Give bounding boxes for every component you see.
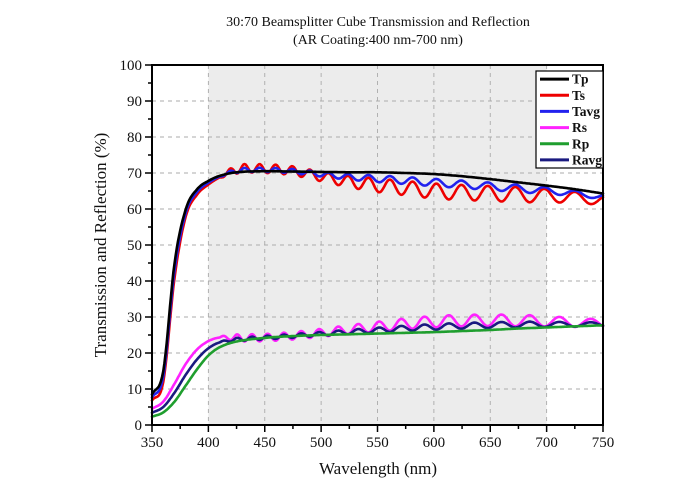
y-tick-label: 50: [127, 238, 142, 254]
x-tick-label: 450: [254, 435, 277, 451]
curve-Tp: [150, 169, 605, 396]
legend-label-Ts: Ts: [572, 88, 585, 103]
y-tick-label: 10: [127, 382, 142, 398]
legend-label-Tp: Tp: [572, 72, 589, 87]
x-tick-label: 400: [197, 435, 220, 451]
legend-item-Tp: Tp: [540, 72, 589, 87]
y-tick-label: 100: [120, 58, 143, 74]
y-tick-label: 70: [127, 166, 142, 182]
curve-Rs: [150, 313, 605, 411]
y-tick-label: 60: [127, 202, 142, 218]
legend-label-Ravg: Ravg: [572, 152, 602, 167]
grid-layer: [152, 65, 603, 425]
y-tick-label: 80: [127, 130, 142, 146]
curve-Rp: [150, 324, 605, 418]
curve-Ravg: [150, 320, 605, 415]
legend-item-Tavg: Tavg: [540, 104, 600, 119]
legend-box: [535, 70, 604, 169]
legend-item-Ts: Ts: [540, 88, 585, 103]
legend-item-Rp: Rp: [540, 136, 589, 151]
legend-item-Ravg: Ravg: [540, 152, 602, 167]
chart-subtitle: (AR Coating:400 nm-700 nm): [293, 33, 463, 48]
x-axis-label: Wavelength (nm): [319, 459, 437, 478]
y-tick-label: 90: [127, 94, 142, 110]
legend-label-Rp: Rp: [572, 136, 589, 151]
legend-item-Rs: Rs: [540, 120, 587, 135]
chart-title: 30:70 Beamsplitter Cube Transmission and…: [226, 15, 530, 30]
y-tick-label: 40: [127, 274, 142, 290]
x-tick-label: 550: [366, 435, 389, 451]
y-tick-label: 0: [135, 418, 143, 434]
x-tick-label: 700: [535, 435, 558, 451]
ticks-layer: 350 400 450 500 550 600 650 700 750 0 10 20 30 40 50 60…: [120, 58, 615, 451]
x-tick-label: 750: [592, 435, 615, 451]
x-tick-label: 500: [310, 435, 333, 451]
x-tick-label: 600: [423, 435, 446, 451]
y-axis-label: Transmission and Reflection (%): [91, 133, 110, 358]
x-tick-label: 650: [479, 435, 502, 451]
legend-label-Rs: Rs: [572, 120, 587, 135]
x-tick-label: 350: [141, 435, 164, 451]
y-tick-label: 20: [127, 346, 142, 362]
y-tick-label: 30: [127, 310, 142, 326]
legend-label-Tavg: Tavg: [572, 104, 600, 119]
curves-layer: [150, 162, 605, 418]
